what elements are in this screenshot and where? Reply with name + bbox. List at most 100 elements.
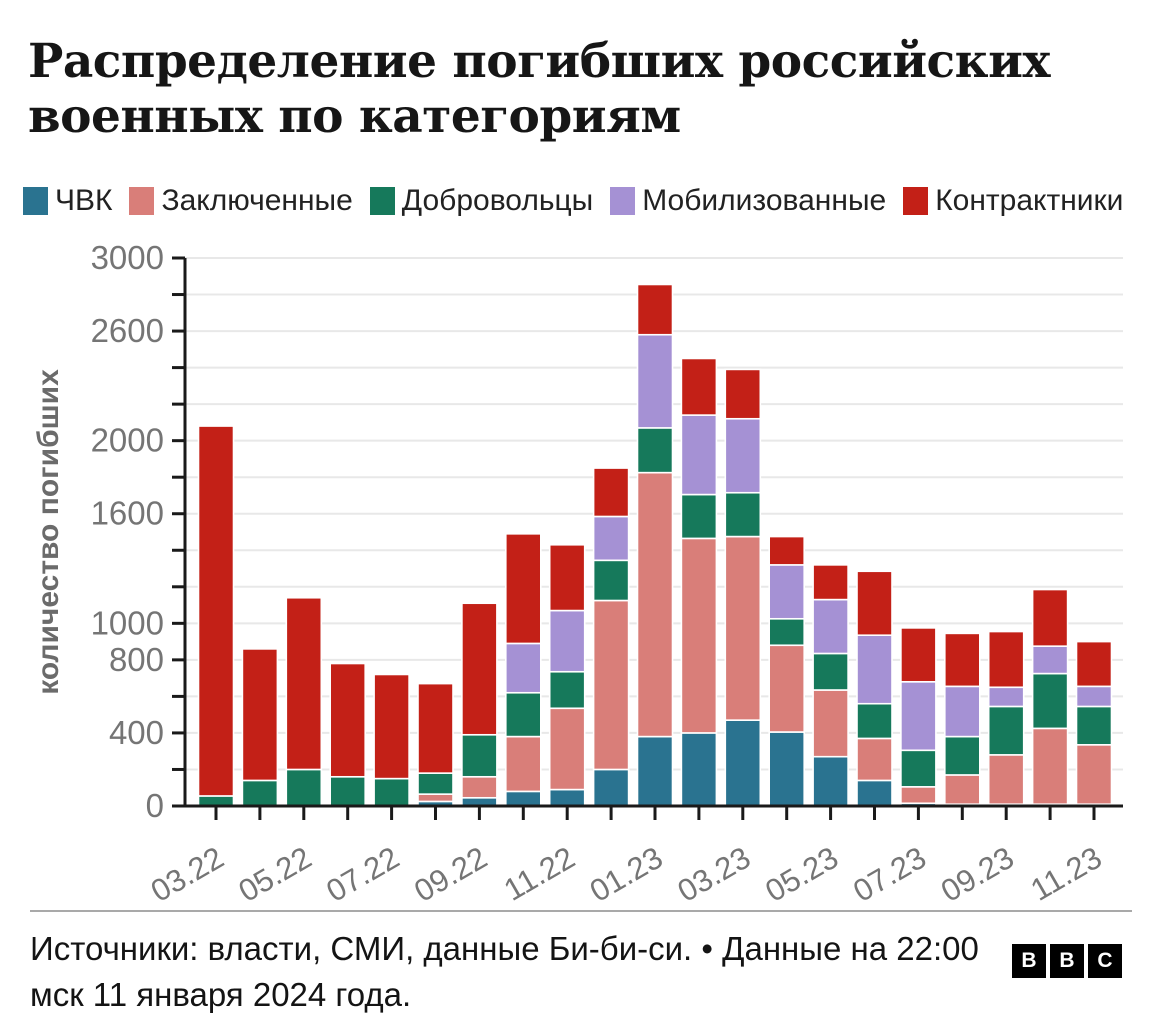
bar-segment-03.23-Контрактники xyxy=(724,368,762,420)
bar-segment-11.23-Контрактники xyxy=(1075,640,1113,688)
bar-segment-06.23-Контрактники xyxy=(856,570,893,637)
bar-segment-11.23-Добровольцы xyxy=(1075,705,1113,746)
bar-segment-10.22-Контрактники xyxy=(504,533,542,645)
bar-segment-01.23-Контрактники xyxy=(636,283,674,336)
legend-swatch-icon xyxy=(129,187,155,215)
bar-segment-10.22-Заключенные xyxy=(504,735,542,793)
legend-item-2: Заключенные xyxy=(129,184,353,218)
bar-segment-05.22-Добровольцы xyxy=(285,768,323,807)
y-tick-label: 800 xyxy=(109,641,164,678)
bar-segment-12.22-Мобилизованные xyxy=(592,515,630,562)
x-tick-label: 11.22 xyxy=(498,840,581,908)
bar-segment-05.22-Контрактники xyxy=(285,596,323,771)
bar-segment-10.23-Заключенные xyxy=(1031,727,1069,805)
y-tick-label: 1600 xyxy=(91,495,164,532)
legend-swatch-icon xyxy=(23,187,48,215)
bar-segment-03.23-Заключенные xyxy=(724,535,762,721)
bar-segment-07.23-Мобилизованные xyxy=(900,680,937,752)
chart-title-line2: военных по категориям xyxy=(28,89,681,145)
bar-segment-10.23-Добровольцы xyxy=(1031,672,1069,730)
bar-segment-09.22-Контрактники xyxy=(461,602,498,736)
legend-label: Заключенные xyxy=(161,184,353,217)
bar-segment-06.23-ЧВК xyxy=(856,779,893,807)
x-tick-label: 09.22 xyxy=(408,840,493,908)
bar-segment-03.22-Контрактники xyxy=(197,425,235,797)
legend-swatch-icon xyxy=(903,187,929,215)
bar-segment-08.23-Контрактники xyxy=(943,632,981,688)
bar-segment-09.23-Добровольцы xyxy=(987,705,1025,756)
bar-segment-11.23-Мобилизованные xyxy=(1075,685,1113,708)
legend-label: ЧВК xyxy=(55,184,113,217)
bar-segment-08.22-Заключенные xyxy=(417,793,454,803)
bar-segment-02.23-Заключенные xyxy=(680,537,718,734)
chart-title: Распределение погибших российских военны… xyxy=(28,34,1108,145)
legend-label: Контрактники xyxy=(935,184,1124,217)
bar-segment-02.23-Мобилизованные xyxy=(680,414,718,496)
bbc-logo-block: B xyxy=(1050,944,1084,978)
bar-segment-11.22-ЧВК xyxy=(548,788,586,807)
legend-item-5: Контрактники xyxy=(903,184,1123,218)
bar-segment-03.23-Добровольцы xyxy=(724,491,762,538)
x-tick-label: 05.23 xyxy=(759,840,844,908)
bar-segment-05.23-Мобилизованные xyxy=(812,598,849,655)
bar-segment-03.23-ЧВК xyxy=(724,719,762,807)
bar-segment-10.23-Контрактники xyxy=(1031,588,1069,647)
legend-label: Добровольцы xyxy=(401,184,594,217)
chart-title-line1: Распределение погибших российских xyxy=(28,34,1051,89)
bar-segment-11.22-Контрактники xyxy=(548,543,586,612)
legend-swatch-icon xyxy=(610,187,636,215)
legend-label: Мобилизованные xyxy=(642,184,887,217)
bar-segment-06.23-Заключенные xyxy=(856,737,893,782)
bar-segment-04.22-Контрактники xyxy=(241,648,279,782)
legend-item-4: Мобилизованные xyxy=(610,184,886,218)
y-tick-label: 400 xyxy=(109,714,164,751)
bar-segment-05.23-Добровольцы xyxy=(812,652,849,691)
bar-segment-06.22-Контрактники xyxy=(329,662,367,778)
bar-segment-04.22-Добровольцы xyxy=(241,779,279,807)
y-tick-label: 2600 xyxy=(91,312,164,349)
bar-segment-09.23-Мобилизованные xyxy=(987,686,1025,708)
bar-segment-11.22-Заключенные xyxy=(548,707,586,791)
bar-segment-02.23-Добровольцы xyxy=(680,493,718,540)
x-tick-label: 03.23 xyxy=(672,840,757,908)
bar-segment-06.22-Добровольцы xyxy=(329,775,367,807)
y-axis-title: количество погибших xyxy=(32,369,65,695)
bar-segment-08.22-Контрактники xyxy=(417,682,454,774)
y-tick-label: 1000 xyxy=(91,604,164,641)
x-tick-label: 07.23 xyxy=(847,840,932,908)
bar-segment-11.23-Заключенные xyxy=(1075,744,1113,805)
bar-segment-04.23-Контрактники xyxy=(768,535,806,566)
bar-segment-07.22-Контрактники xyxy=(373,673,410,780)
y-tick-label: 2000 xyxy=(91,422,164,459)
bar-segment-08.22-Добровольцы xyxy=(417,772,454,795)
bar-segment-05.23-ЧВК xyxy=(812,755,849,807)
bar-segment-02.23-Контрактники xyxy=(680,357,718,416)
bar-segment-01.23-Заключенные xyxy=(636,471,674,738)
stacked-bar-chart: 0 400 800 1000 1600 2000 2600 3000 03.22 05.22 07.… xyxy=(0,232,1162,909)
bar-segment-01.23-Мобилизованные xyxy=(636,333,674,429)
bar-segment-08.23-Заключенные xyxy=(943,774,981,805)
legend-item-1: ЧВК xyxy=(23,184,112,218)
bar-segment-07.22-Добровольцы xyxy=(373,777,410,807)
legend-item-3: Добровольцы xyxy=(369,184,594,218)
bar-segment-03.23-Мобилизованные xyxy=(724,417,762,494)
bar-segment-10.23-Мобилизованные xyxy=(1031,645,1069,675)
bar-segment-09.22-Добровольцы xyxy=(461,733,498,778)
bar-segment-07.23-Заключенные xyxy=(900,786,937,805)
bar-segment-12.22-Контрактники xyxy=(592,467,630,518)
bar-segment-05.23-Контрактники xyxy=(812,564,849,601)
bar-segment-04.23-Мобилизованные xyxy=(768,564,806,620)
footer-divider xyxy=(30,910,1132,912)
bar-segment-07.23-Контрактники xyxy=(900,627,937,683)
bar-segment-11.22-Мобилизованные xyxy=(548,609,586,673)
bar-segment-04.23-ЧВК xyxy=(768,731,806,807)
bar-segment-11.22-Добровольцы xyxy=(548,670,586,710)
legend-swatch-icon xyxy=(369,187,395,215)
bar-segment-06.23-Мобилизованные xyxy=(856,634,893,705)
bar-segment-09.23-Заключенные xyxy=(987,754,1025,805)
bar-segment-12.22-ЧВК xyxy=(592,768,630,807)
bar-segment-10.22-ЧВК xyxy=(504,790,542,807)
x-tick-label: 09.23 xyxy=(935,840,1020,908)
